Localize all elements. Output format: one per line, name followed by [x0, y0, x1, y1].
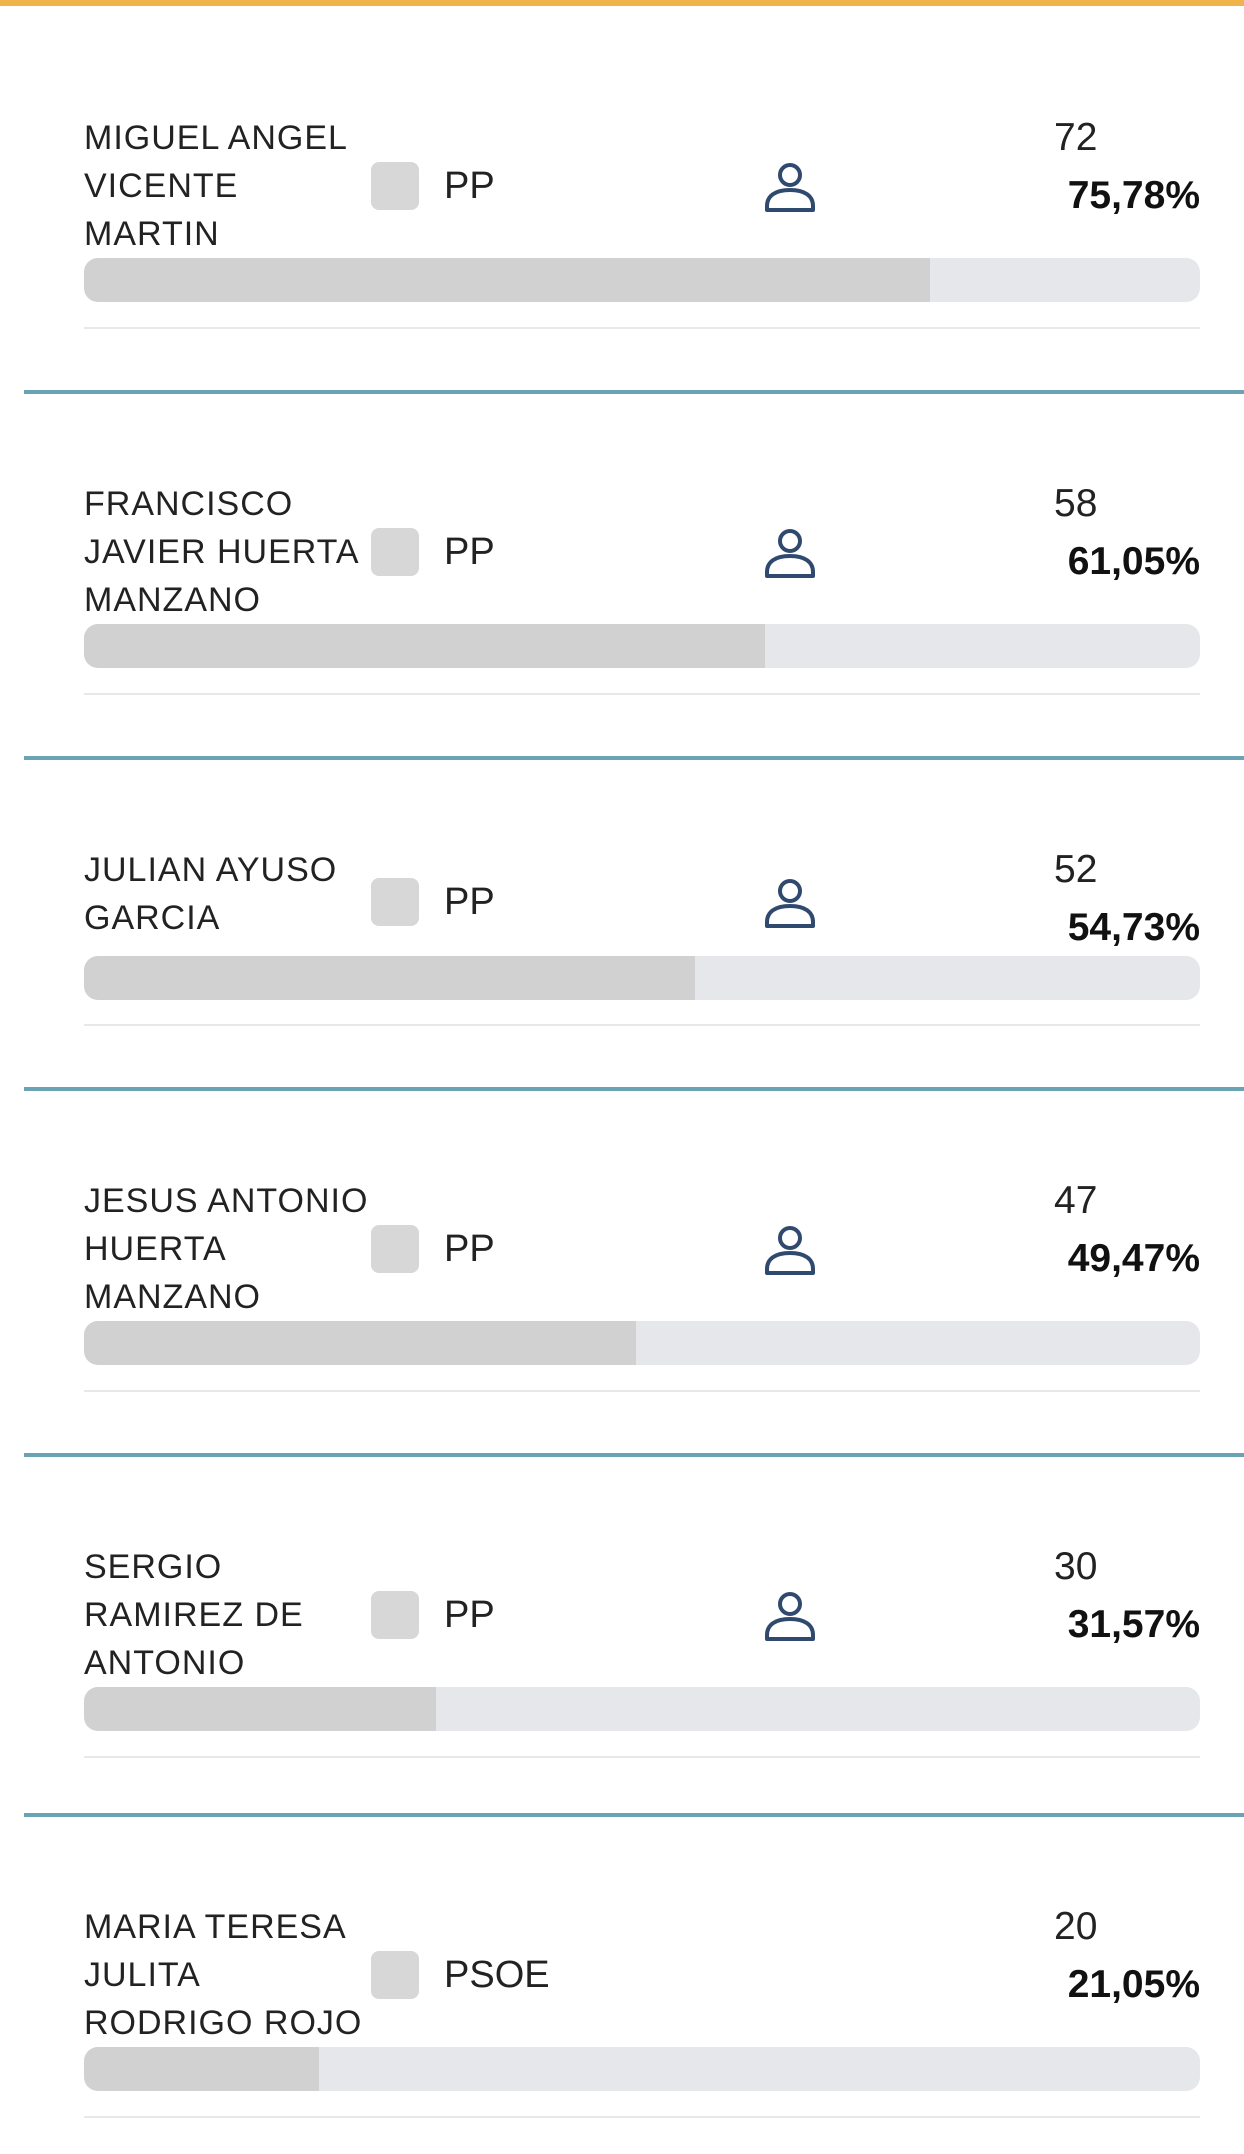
section-divider [24, 756, 1244, 760]
vote-bar-track [84, 956, 1200, 1000]
vote-percentage: 54,73% [1067, 906, 1200, 949]
candidate-name-line: RODRIGO ROJO [84, 2004, 363, 2042]
candidate-row: MIGUEL ANGEL VICENTE MARTIN PP 72 75,78% [0, 0, 1244, 330]
party-color-swatch [371, 528, 419, 576]
row-divider [84, 1024, 1200, 1026]
party-color-swatch [371, 1951, 419, 1999]
party-label: PP [444, 165, 495, 207]
party-color-swatch [371, 1591, 419, 1639]
vote-count: 58 [1054, 482, 1098, 525]
candidate-name: MARIA TERESA JULITA RODRIGO ROJO [84, 1903, 384, 2047]
party-label: PP [444, 1594, 495, 1636]
candidate-row: FRANCISCO JAVIER HUERTA MANZANO PP 58 61… [0, 366, 1244, 696]
candidate-row: JULIAN AYUSO GARCIA PP 52 54,73% [0, 732, 1244, 1062]
row-divider [84, 1390, 1200, 1392]
row-divider [84, 693, 1200, 695]
vote-count: 52 [1054, 848, 1098, 891]
vote-percentage: 75,78% [1067, 174, 1200, 217]
candidate-name: FRANCISCO JAVIER HUERTA MANZANO [84, 480, 384, 624]
person-outline-icon [765, 1226, 815, 1275]
vote-bar-track [84, 624, 1200, 668]
candidate-row: SERGIO RAMIREZ DE ANTONIO PP 30 31,57% [0, 1429, 1244, 1759]
vote-bar-fill [84, 2047, 319, 2091]
top-accent-bar [0, 0, 1244, 6]
person-outline-icon [765, 163, 815, 212]
candidate-name-line: SERGIO [84, 1548, 223, 1586]
candidate-name: SERGIO RAMIREZ DE ANTONIO [84, 1543, 384, 1687]
vote-bar-track [84, 2047, 1200, 2091]
candidate-name-line: RAMIREZ DE [84, 1596, 304, 1634]
vote-percentage: 61,05% [1067, 540, 1200, 583]
candidate-name-line: GARCIA [84, 899, 221, 937]
section-divider [24, 390, 1244, 394]
row-divider [84, 327, 1200, 329]
candidate-row: JESUS ANTONIO HUERTA MANZANO PP 47 49,47… [0, 1063, 1244, 1393]
candidate-name-line: JULIAN AYUSO [84, 851, 338, 889]
vote-bar-fill [84, 956, 695, 1000]
vote-percentage: 21,05% [1067, 1963, 1200, 2006]
party-label: PP [444, 881, 495, 923]
party-label: PP [444, 1228, 495, 1270]
candidate-name-line: VICENTE [84, 167, 239, 205]
party-color-swatch [371, 1225, 419, 1273]
candidate-name-line: MIGUEL ANGEL [84, 119, 348, 157]
candidate-row: MARIA TERESA JULITA RODRIGO ROJO PSOE 20… [0, 1789, 1244, 2119]
person-outline-icon [765, 529, 815, 578]
candidate-name-line: MANZANO [84, 581, 261, 619]
vote-bar-track [84, 258, 1200, 302]
vote-bar-fill [84, 258, 930, 302]
vote-percentage: 49,47% [1067, 1237, 1200, 1280]
vote-bar-track [84, 1687, 1200, 1731]
candidate-name-line: JULITA [84, 1956, 201, 1994]
section-divider [24, 1813, 1244, 1817]
vote-bar-fill [84, 1687, 437, 1731]
candidate-name-line: FRANCISCO [84, 485, 294, 523]
section-divider [24, 1087, 1244, 1091]
party-label: PSOE [444, 1954, 550, 1996]
candidate-name: JESUS ANTONIO HUERTA MANZANO [84, 1177, 384, 1321]
vote-count: 20 [1054, 1905, 1098, 1948]
candidate-name-line: ANTONIO [84, 1644, 246, 1682]
candidate-name-line: HUERTA [84, 1230, 227, 1268]
vote-bar-fill [84, 1321, 637, 1365]
candidate-name-line: MARTIN [84, 215, 220, 253]
row-divider [84, 2116, 1200, 2118]
vote-count: 30 [1054, 1545, 1098, 1588]
candidate-name: MIGUEL ANGEL VICENTE MARTIN [84, 114, 384, 258]
party-color-swatch [371, 162, 419, 210]
candidate-name-line: MARIA TERESA [84, 1908, 347, 1946]
vote-bar-fill [84, 624, 766, 668]
person-outline-icon [765, 1592, 815, 1641]
person-outline-icon [765, 879, 815, 928]
candidate-name-line: JAVIER HUERTA [84, 533, 360, 571]
row-divider [84, 1756, 1200, 1758]
vote-count: 47 [1054, 1179, 1098, 1222]
section-divider [24, 1453, 1244, 1457]
vote-count: 72 [1054, 116, 1098, 159]
party-label: PP [444, 531, 495, 573]
vote-percentage: 31,57% [1067, 1603, 1200, 1646]
candidate-name: JULIAN AYUSO GARCIA [84, 846, 384, 942]
candidate-name-line: MANZANO [84, 1278, 261, 1316]
party-color-swatch [371, 878, 419, 926]
vote-bar-track [84, 1321, 1200, 1365]
candidate-name-line: JESUS ANTONIO [84, 1182, 369, 1220]
